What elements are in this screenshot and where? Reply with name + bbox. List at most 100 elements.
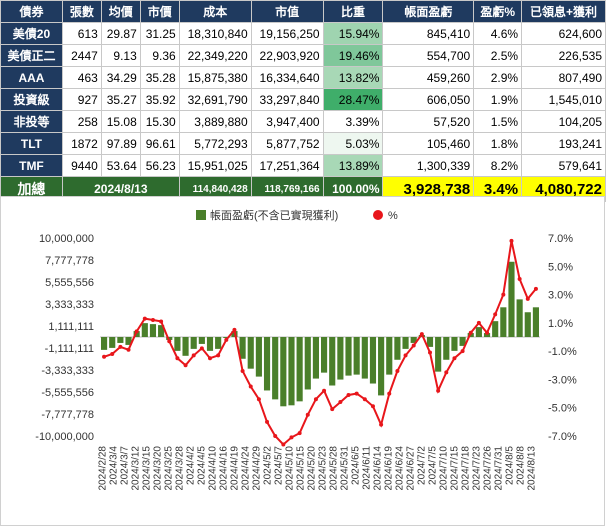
pct-point — [118, 344, 123, 349]
table-cell: 22,903,920 — [250, 44, 324, 67]
pct-point — [444, 370, 449, 375]
table-cell: 226,535 — [521, 44, 606, 67]
table-cell: 33,297,840 — [250, 88, 324, 111]
pct-point — [493, 312, 498, 317]
pnl-chart: 帳面盈虧(不含已實現獲利) % 10,000,000 7,777,778 5,555,5… — [0, 196, 605, 526]
table-cell: 845,410 — [382, 22, 475, 45]
x-tick-label: 2024/4/2 — [186, 446, 197, 485]
table-cell: 美債正二 — [0, 44, 63, 67]
y-right-tick-label: 7.0% — [548, 233, 573, 245]
pnl-bar — [280, 337, 287, 407]
x-tick-label: 2024/7/15 — [450, 446, 461, 491]
pct-point — [346, 392, 351, 397]
pnl-bar — [312, 337, 319, 379]
pct-point — [379, 422, 384, 427]
table-row: AAA 463 34.29 35.28 15,875,380 16,334,640 13.8… — [0, 66, 606, 89]
table-cell: 35.28 — [139, 66, 180, 89]
pct-point — [256, 397, 261, 402]
x-tick-label: 2024/2/28 — [98, 446, 109, 491]
table-cell: 2.5% — [473, 44, 523, 67]
pct-point — [452, 356, 457, 361]
pct-point — [330, 407, 335, 412]
pct-point — [338, 400, 343, 405]
legend-bar-label: 帳面盈虧(不含已實現獲利) — [210, 208, 338, 222]
pnl-bar — [247, 337, 254, 369]
table-cell: 34.29 — [100, 66, 141, 89]
table-cell: 2.9% — [473, 66, 523, 89]
table-cell: 96.61 — [139, 132, 180, 155]
pct-point — [248, 384, 253, 389]
x-tick-label: 2024/7/26 — [483, 446, 494, 491]
pnl-bar — [166, 337, 173, 340]
pnl-bar — [149, 324, 157, 337]
x-tick-label: 2024/5/10 — [285, 446, 296, 491]
y-left-tick-label: -10,000,000 — [35, 431, 94, 443]
pnl-bar — [508, 261, 515, 337]
x-tick-label: 2024/6/14 — [373, 446, 384, 491]
pct-point — [468, 330, 473, 335]
table-cell: 29.87 — [100, 22, 141, 45]
x-tick-label: 2024/6/11 — [362, 446, 373, 490]
x-tick-label: 2024/3/4 — [109, 446, 120, 485]
pnl-bar — [109, 337, 116, 348]
column-header: 盈虧% — [473, 0, 523, 23]
y-left-tick-label: -1,111,111 — [45, 343, 94, 355]
x-tick-label: 2024/5/23 — [318, 446, 329, 491]
table-row: TLT 1872 97.89 96.61 5,772,293 5,877,752 5.03%… — [0, 132, 606, 155]
y-right-tick-label: 1.0% — [548, 318, 573, 330]
pnl-bar — [353, 337, 360, 375]
pnl-bar — [263, 337, 271, 391]
pct-point — [281, 442, 286, 447]
table-cell: 美債20 — [0, 22, 63, 45]
y-left-tick-label: 7,777,778 — [45, 255, 94, 267]
pnl-bar — [125, 337, 132, 345]
pct-point — [191, 353, 196, 358]
table-cell: 9440 — [61, 154, 102, 177]
pct-point — [517, 277, 522, 282]
table-cell: 15.08 — [100, 110, 141, 133]
pnl-bar — [206, 337, 214, 351]
table-cell: 463 — [61, 66, 102, 89]
pnl-bar — [321, 337, 328, 373]
pnl-bar — [459, 337, 466, 346]
x-tick-label: 2024/3/20 — [153, 446, 164, 491]
column-header: 市值 — [250, 0, 324, 23]
table-cell: 1.5% — [473, 110, 523, 133]
table-cell: 57,520 — [382, 110, 475, 133]
column-header: 帳面盈虧 — [382, 0, 475, 23]
pnl-bar — [500, 307, 507, 337]
column-header: 成本 — [178, 0, 252, 23]
table-cell: 193,241 — [521, 132, 606, 155]
x-tick-label: 2024/8/5 — [505, 446, 516, 485]
column-header: 市價 — [139, 0, 180, 23]
table-cell: 16,334,640 — [250, 66, 324, 89]
pnl-bar — [304, 337, 311, 390]
pct-point — [354, 391, 359, 396]
x-tick-label: 2024/7/5 — [428, 446, 439, 485]
y-right-tick-label: -1.0% — [548, 346, 577, 358]
table-row: TMF 9440 53.64 56.23 15,951,025 17,251,364 13.… — [0, 154, 606, 177]
pct-point — [533, 286, 538, 291]
pnl-bar — [516, 299, 523, 337]
pct-point — [134, 329, 139, 334]
table-cell: 3,947,400 — [250, 110, 324, 133]
table-cell: 19.46% — [322, 44, 384, 67]
pct-point — [362, 397, 367, 402]
table-cell: 15,875,380 — [178, 66, 252, 89]
column-header: 張數 — [61, 0, 102, 23]
x-tick-label: 2024/5/20 — [307, 446, 318, 491]
x-tick-label: 2024/6/19 — [384, 446, 395, 491]
x-tick-label: 2024/7/31 — [494, 446, 505, 491]
table-row: 投資級 927 35.27 35.92 32,691,790 33,297,840 28.4… — [0, 88, 606, 111]
x-tick-label: 2024/5/2 — [263, 446, 274, 485]
y-left-tick-label: -3,333,333 — [41, 365, 94, 377]
table-cell: 104,205 — [521, 110, 606, 133]
table-cell: 投資級 — [0, 88, 63, 111]
table-cell: 35.92 — [139, 88, 180, 111]
table-cell: 31.25 — [139, 22, 180, 45]
pct-point — [509, 238, 514, 243]
table-cell: AAA — [0, 66, 63, 89]
table-cell: 3,889,880 — [178, 110, 252, 133]
pct-point — [436, 388, 441, 393]
